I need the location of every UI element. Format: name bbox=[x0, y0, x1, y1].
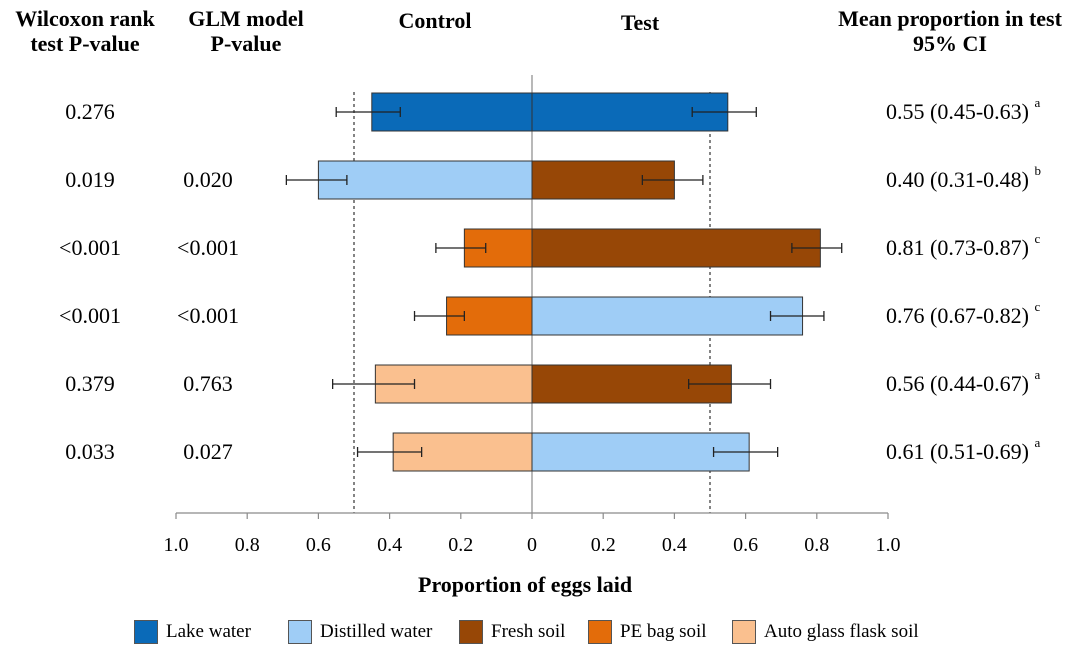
test-bar-3 bbox=[531, 296, 804, 336]
x-tick-label-1: 0.8 bbox=[235, 534, 260, 556]
header-wilcoxon-line1: Wilcoxon rank bbox=[15, 6, 155, 31]
x-tick-label-8: 0.6 bbox=[733, 534, 758, 556]
wilcoxon-pvalue-5: 0.033 bbox=[65, 439, 115, 464]
legend-label-1: Distilled water bbox=[320, 621, 433, 642]
legend-label-2: Fresh soil bbox=[491, 621, 566, 642]
legend-label-4: Auto glass flask soil bbox=[764, 621, 919, 642]
significance-letter-3: c bbox=[1034, 299, 1041, 314]
mean-ci-4: 0.56 (0.44-0.67) a bbox=[886, 367, 1041, 396]
header-glm-line1: GLM model bbox=[188, 6, 304, 31]
wilcoxon-pvalue-3: <0.001 bbox=[59, 303, 121, 328]
x-tick-label-9: 0.8 bbox=[804, 534, 829, 556]
header-glm: GLM model P-value bbox=[176, 6, 316, 56]
glm-pvalue-3: <0.001 bbox=[177, 303, 239, 328]
control-bar-1 bbox=[317, 160, 533, 200]
x-tick-label-0: 1.0 bbox=[164, 534, 189, 556]
header-mean-proportion: Mean proportion in test 95% CI bbox=[820, 6, 1080, 56]
significance-letter-0: a bbox=[1034, 95, 1041, 110]
legend-item-2: Fresh soil bbox=[459, 620, 565, 644]
test-bar-2 bbox=[531, 228, 821, 268]
wilcoxon-pvalue-0: 0.276 bbox=[65, 99, 115, 124]
header-test: Test bbox=[620, 10, 660, 35]
x-tick-label-7: 0.4 bbox=[662, 534, 687, 556]
x-tick-label-10: 1.0 bbox=[876, 534, 901, 556]
glm-pvalue-5: 0.027 bbox=[183, 439, 233, 464]
legend-swatch-2 bbox=[459, 620, 483, 644]
legend-item-4: Auto glass flask soil bbox=[732, 620, 919, 644]
legend-label-3: PE bag soil bbox=[620, 621, 707, 642]
mean-ci-5: 0.61 (0.51-0.69) a bbox=[886, 435, 1041, 464]
header-mean-line1: Mean proportion in test bbox=[838, 6, 1062, 31]
legend-item-0: Lake water bbox=[134, 620, 251, 644]
significance-letter-2: c bbox=[1034, 231, 1041, 246]
x-tick-label-4: 0.2 bbox=[448, 534, 473, 556]
header-glm-line2: P-value bbox=[210, 31, 282, 56]
x-tick-label-2: 0.6 bbox=[306, 534, 331, 556]
legend-swatch-3 bbox=[588, 620, 612, 644]
significance-letter-4: a bbox=[1034, 367, 1041, 382]
wilcoxon-pvalue-4: 0.379 bbox=[65, 371, 115, 396]
legend-item-1: Distilled water bbox=[288, 620, 432, 644]
glm-pvalue-1: 0.020 bbox=[183, 167, 233, 192]
legend-item-3: PE bag soil bbox=[588, 620, 707, 644]
mean-ci-1: 0.40 (0.31-0.48) b bbox=[886, 163, 1041, 192]
mean-ci-2: 0.81 (0.73-0.87) c bbox=[886, 231, 1041, 260]
mean-ci-3: 0.76 (0.67-0.82) c bbox=[886, 299, 1041, 328]
wilcoxon-pvalue-2: <0.001 bbox=[59, 235, 121, 260]
glm-pvalue-2: <0.001 bbox=[177, 235, 239, 260]
mean-ci-0: 0.55 (0.45-0.63) a bbox=[886, 95, 1041, 124]
header-wilcoxon: Wilcoxon rank test P-value bbox=[0, 6, 170, 56]
significance-letter-5: a bbox=[1034, 435, 1041, 450]
x-tick-label-5: 0 bbox=[527, 534, 537, 556]
legend-swatch-0 bbox=[134, 620, 158, 644]
legend-label-0: Lake water bbox=[166, 621, 251, 642]
glm-pvalue-4: 0.763 bbox=[183, 371, 233, 396]
x-tick-label-6: 0.2 bbox=[591, 534, 616, 556]
test-bar-5 bbox=[531, 432, 750, 472]
legend-swatch-4 bbox=[732, 620, 756, 644]
header-wilcoxon-line2: test P-value bbox=[30, 31, 140, 56]
significance-letter-1: b bbox=[1034, 163, 1041, 178]
x-tick-label-3: 0.4 bbox=[377, 534, 402, 556]
header-mean-line2: 95% CI bbox=[913, 31, 987, 56]
legend: Lake water Distilled water Fresh soil PE ba… bbox=[0, 618, 1089, 648]
header-control: Control bbox=[398, 8, 472, 33]
x-axis-title: Proportion of eggs laid bbox=[418, 572, 633, 597]
wilcoxon-pvalue-1: 0.019 bbox=[65, 167, 115, 192]
legend-swatch-1 bbox=[288, 620, 312, 644]
